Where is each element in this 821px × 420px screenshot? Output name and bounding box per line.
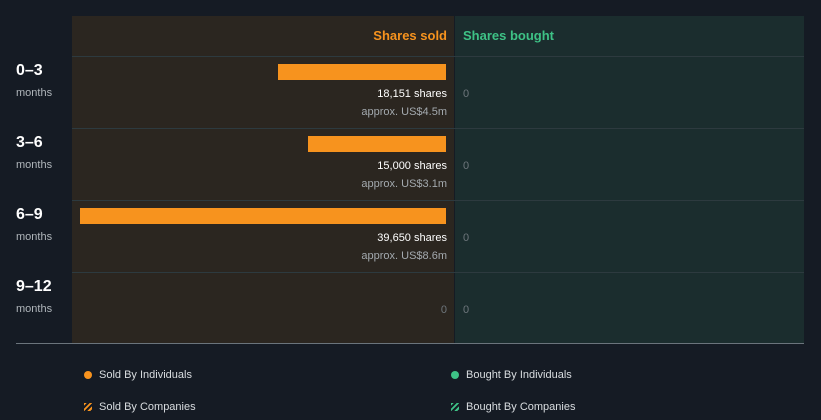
bought-label-3-6: 0	[463, 160, 470, 172]
orange-dot-icon	[84, 371, 92, 379]
sold-shares-label-0-3: 18,151 shares	[377, 88, 447, 100]
row-separator	[72, 56, 804, 57]
chart-baseline	[16, 343, 804, 344]
legend-bought-by-individuals: Bought By Individuals	[451, 369, 572, 381]
row-label-0-3: 0–3	[16, 62, 43, 79]
green-striped-icon	[451, 403, 459, 411]
sold-value-label-3-6: approx. US$3.1m	[361, 178, 447, 190]
shares-bought-header: Shares bought	[463, 28, 555, 43]
shares-sold-header: Shares sold	[373, 28, 447, 43]
legend-label: Bought By Individuals	[466, 369, 572, 381]
sold-value-label-6-9: approx. US$8.6m	[361, 250, 447, 262]
sold-value-label-0-3: approx. US$4.5m	[361, 106, 447, 118]
row-label-6-9: 6–9	[16, 206, 43, 223]
sold-shares-label-9-12: 0	[440, 304, 447, 316]
bought-label-6-9: 0	[463, 232, 470, 244]
row-separator	[72, 128, 804, 129]
legend-label: Sold By Companies	[99, 401, 196, 413]
sold-bar-3-6	[307, 136, 446, 152]
sold-shares-label-3-6: 15,000 shares	[377, 160, 447, 172]
bought-label-0-3: 0	[463, 88, 470, 100]
row-unit-0-3: months	[16, 87, 53, 99]
shares-bought-panel	[455, 16, 804, 343]
legend-label: Sold By Individuals	[99, 369, 192, 381]
sold-shares-label-6-9: 39,650 shares	[377, 232, 447, 244]
row-unit-9-12: months	[16, 303, 53, 315]
row-separator	[72, 200, 804, 201]
sold-bar-6-9	[80, 208, 446, 224]
orange-striped-icon	[84, 403, 92, 411]
row-separator	[72, 272, 804, 273]
row-unit-3-6: months	[16, 159, 53, 171]
sold-bar-0-3	[278, 64, 446, 80]
row-label-9-12: 9–12	[16, 278, 52, 295]
bought-label-9-12: 0	[463, 304, 470, 316]
legend-bought-by-companies: Bought By Companies	[451, 401, 575, 413]
row-unit-6-9: months	[16, 231, 53, 243]
legend-sold-by-companies: Sold By Companies	[84, 401, 196, 413]
green-dot-icon	[451, 371, 459, 379]
row-label-3-6: 3–6	[16, 134, 43, 151]
legend-sold-by-individuals: Sold By Individuals	[84, 369, 192, 381]
legend-label: Bought By Companies	[466, 401, 576, 413]
